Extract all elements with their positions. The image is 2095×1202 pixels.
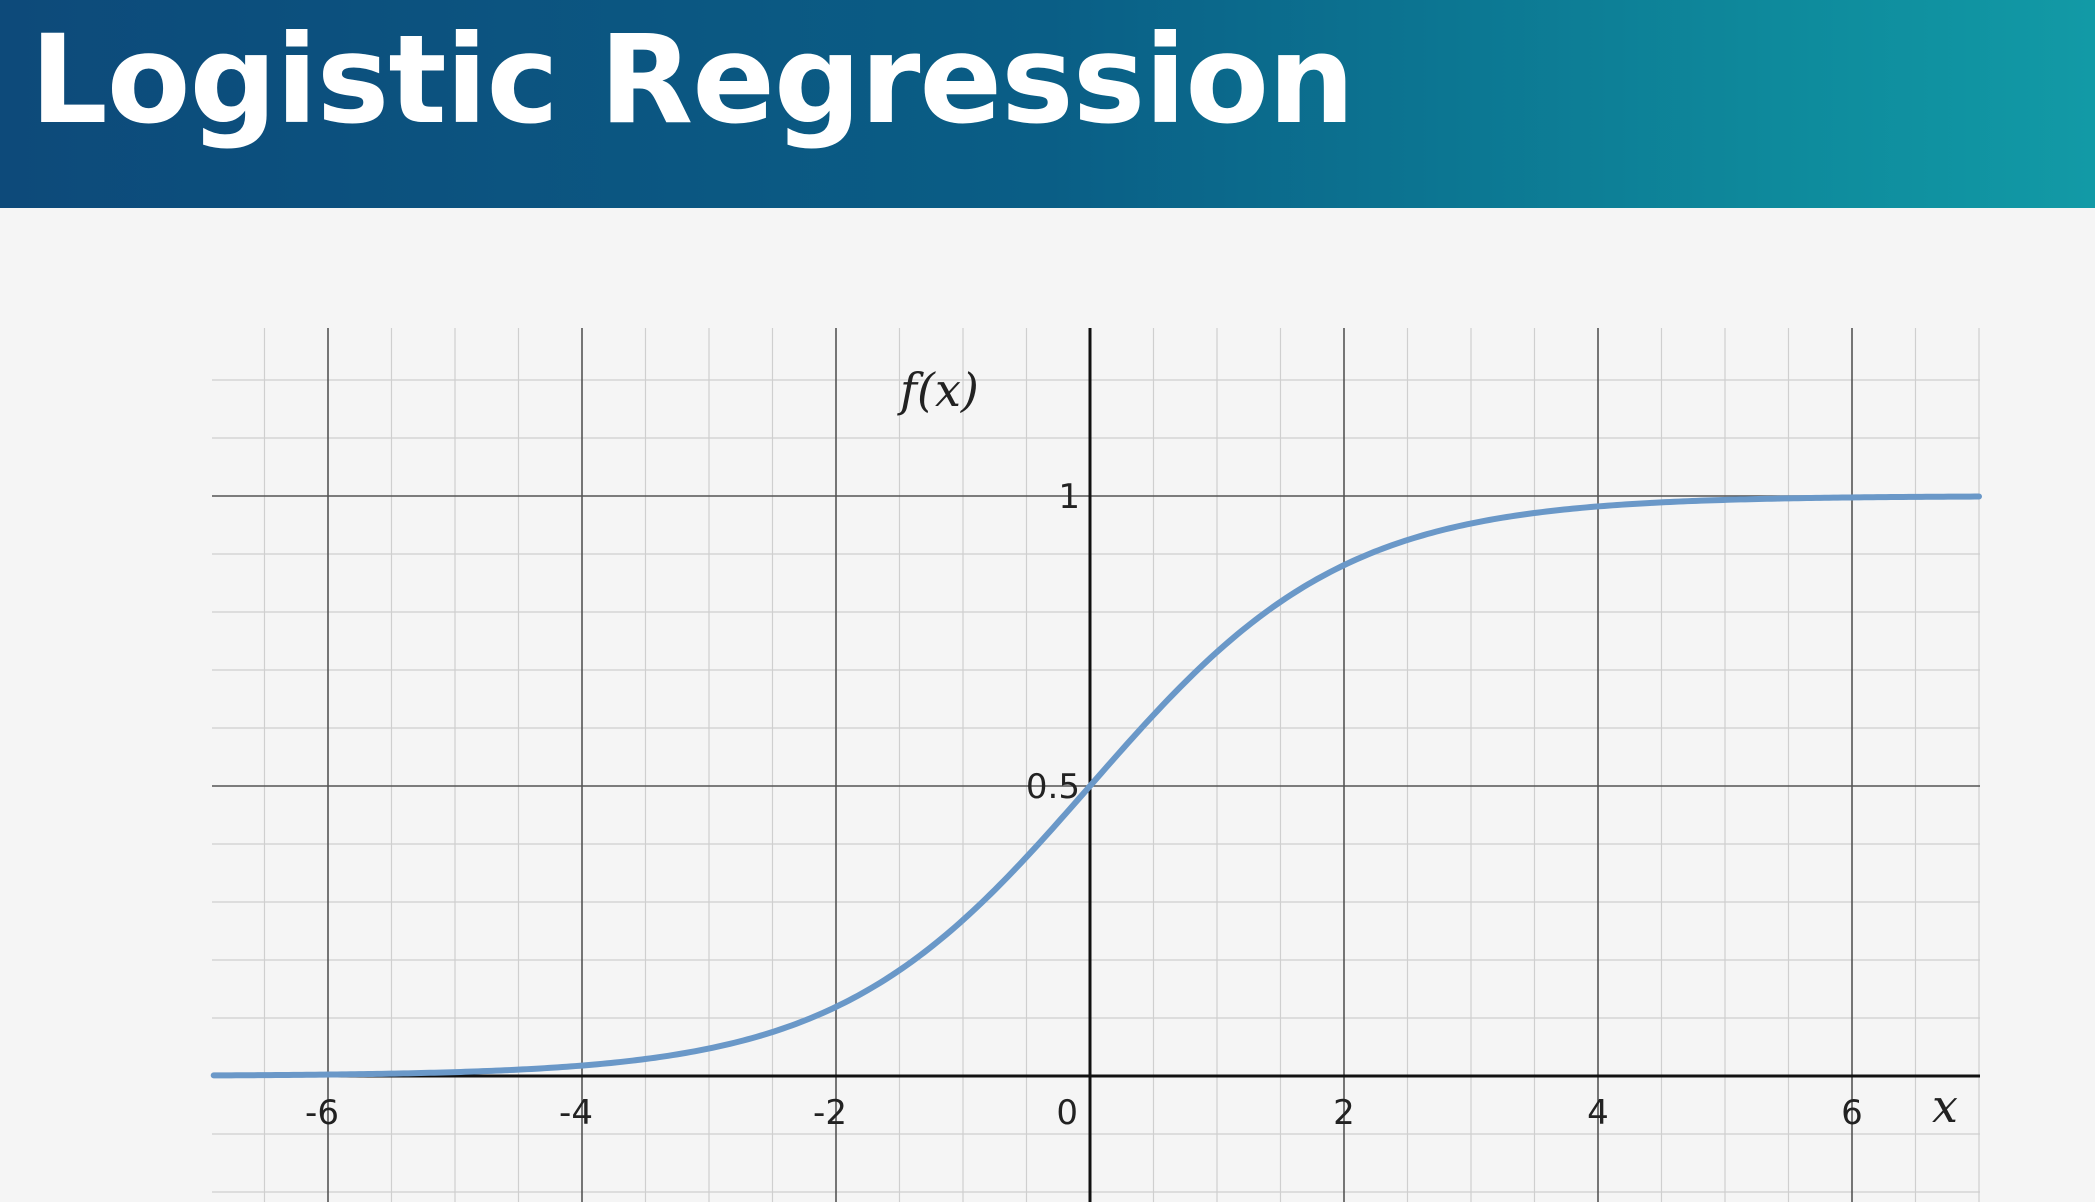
- x-tick-label: 6: [1841, 1093, 1863, 1133]
- curve-layer: [210, 493, 1982, 1079]
- title-banner: Logistic Regression: [0, 0, 2095, 208]
- x-axis-label: x: [1932, 1079, 1958, 1133]
- y-tick-label: 1: [1058, 477, 1080, 517]
- sigmoid-chart: -6 -4 -2 0 2 4 6 0.5 1 f(x) x: [0, 208, 2095, 1202]
- x-tick-label: -4: [559, 1093, 593, 1133]
- x-tick-label: 0: [1056, 1093, 1078, 1133]
- x-tick-label: 4: [1587, 1093, 1609, 1133]
- x-tick-label: -6: [305, 1093, 339, 1133]
- y-tick-label: 0.5: [1026, 767, 1080, 807]
- x-tick-label: -2: [813, 1093, 847, 1133]
- minor-grid: [212, 328, 1980, 1202]
- tick-labels: -6 -4 -2 0 2 4 6 0.5 1: [305, 477, 1863, 1133]
- sigmoid-curve: [210, 493, 1982, 1079]
- chart-svg: -6 -4 -2 0 2 4 6 0.5 1 f(x) x: [210, 328, 1982, 1202]
- major-grid: [212, 328, 1980, 1202]
- axes: [212, 328, 1980, 1202]
- y-axis-label: f(x): [897, 363, 979, 417]
- page-title: Logistic Regression: [30, 9, 1355, 151]
- x-tick-label: 2: [1333, 1093, 1355, 1133]
